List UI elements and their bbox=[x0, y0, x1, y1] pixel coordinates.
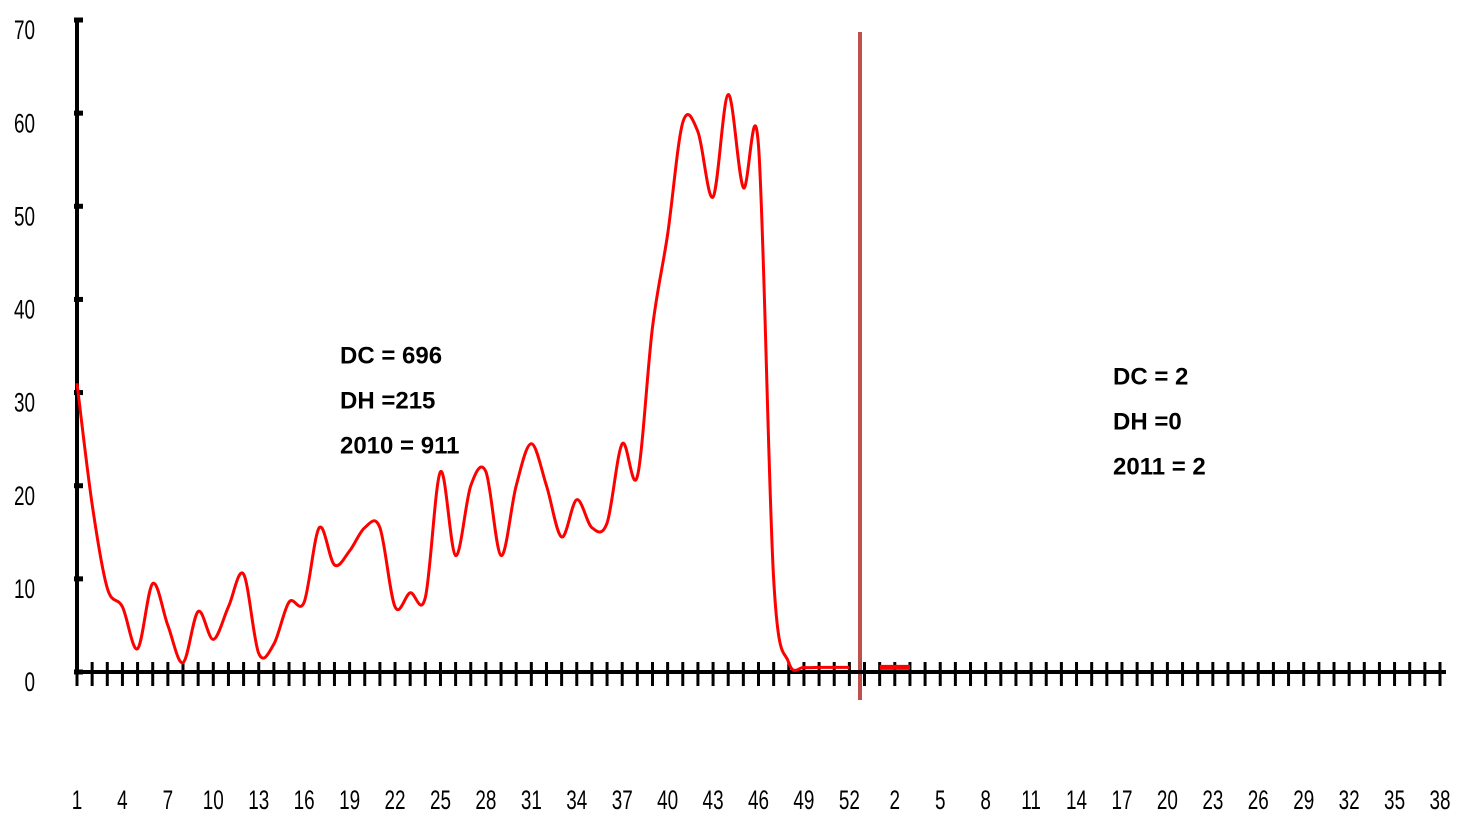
y-tick-label: 30 bbox=[14, 387, 35, 417]
x-tick-label: 16 bbox=[294, 785, 315, 815]
x-tick-label: 22 bbox=[385, 785, 406, 815]
x-tick-label: 17 bbox=[1111, 785, 1132, 815]
annotation: DC = 696 bbox=[340, 342, 442, 369]
x-tick-label: 31 bbox=[521, 785, 542, 815]
y-tick-label: 50 bbox=[14, 201, 35, 231]
x-tick-label: 35 bbox=[1384, 785, 1405, 815]
x-tick-label: 11 bbox=[1021, 785, 1041, 815]
x-tick-label: 29 bbox=[1293, 785, 1314, 815]
line bbox=[75, 93, 850, 672]
annotation: 2011 = 2 bbox=[1113, 453, 1206, 480]
x-tick-label: 8 bbox=[980, 785, 991, 815]
x-tick-label: 5 bbox=[935, 785, 946, 815]
x-tick-label: 28 bbox=[475, 785, 496, 815]
x-tick-label: 38 bbox=[1429, 785, 1450, 815]
x-tick-label: 23 bbox=[1202, 785, 1223, 815]
x-tick-label: 25 bbox=[430, 785, 451, 815]
x-tick-label: 40 bbox=[657, 785, 678, 815]
x-tick-label: 2 bbox=[890, 785, 901, 815]
x-tick-label: 43 bbox=[703, 785, 724, 815]
annotation: DH =0 bbox=[1113, 408, 1182, 435]
x-tick-label: 46 bbox=[748, 785, 769, 815]
y-tick-label: 60 bbox=[14, 108, 35, 138]
x-tick-label: 10 bbox=[203, 785, 224, 815]
y-tick-label: 70 bbox=[14, 15, 35, 45]
x-tick-label: 32 bbox=[1339, 785, 1360, 815]
annotation: DH =215 bbox=[340, 387, 435, 414]
y-tick-label: 0 bbox=[24, 667, 35, 697]
x-tick-label: 20 bbox=[1157, 785, 1178, 815]
x-tick-label: 7 bbox=[163, 785, 174, 815]
annotation: DC = 2 bbox=[1113, 363, 1188, 390]
x-tick-label: 14 bbox=[1066, 785, 1087, 815]
x-tick-label: 4 bbox=[117, 785, 128, 815]
x-tick-label: 19 bbox=[339, 785, 360, 815]
x-tick-label: 49 bbox=[793, 785, 814, 815]
x-tick-label: 13 bbox=[248, 785, 269, 815]
x-tick-label: 1 bbox=[72, 785, 83, 815]
y-tick-label: 10 bbox=[14, 574, 35, 604]
annotation: 2010 = 911 bbox=[340, 432, 459, 459]
y-tick-label: 40 bbox=[14, 294, 35, 324]
x-tick-label: 52 bbox=[839, 785, 860, 815]
x-tick-label: 34 bbox=[566, 785, 587, 815]
x-tick-label: 26 bbox=[1248, 785, 1269, 815]
x-tick-label: 37 bbox=[612, 785, 633, 815]
y-tick-label: 20 bbox=[14, 481, 35, 511]
